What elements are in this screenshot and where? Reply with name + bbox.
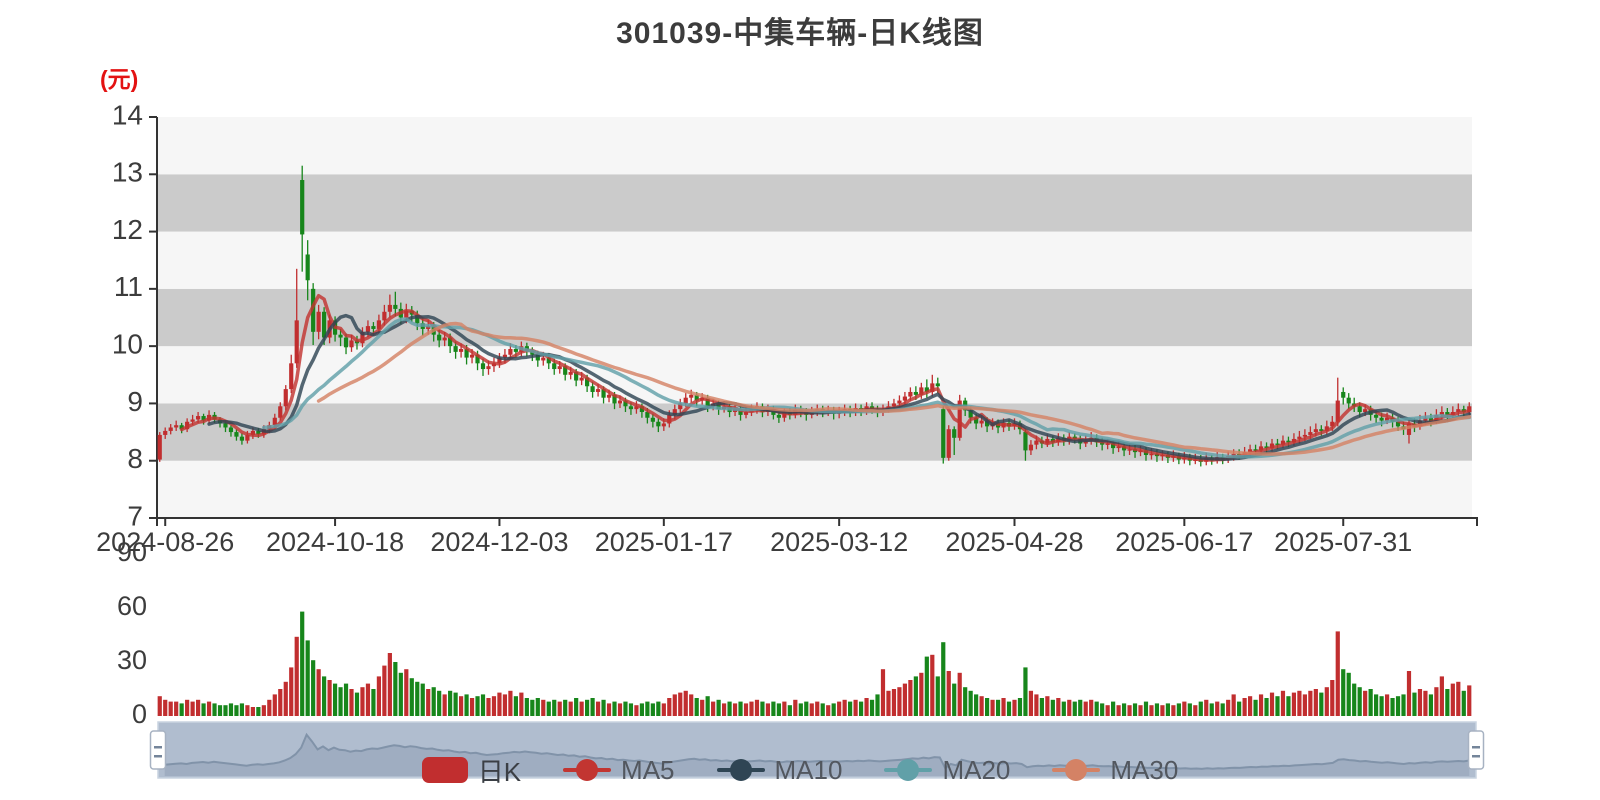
y-axis-tick-label: 14 [112,99,143,130]
price-unit-label: (元) [100,66,139,92]
volume-tick-label: 0 [132,699,147,729]
ma20-marker-icon [884,757,933,783]
datazoom-left-handle[interactable] [149,730,167,770]
ma30-marker-icon [1052,757,1101,783]
page-title: 301039-中集车辆-日K线图 [616,17,984,50]
x-axis-tick-label: 2025-01-17 [595,527,733,557]
legend-item-ma30[interactable]: MA30 [1052,755,1178,786]
legend-item-ma10[interactable]: MA10 [716,754,843,786]
price-grid-bands [157,117,1472,518]
x-axis-tick-label: 2025-06-17 [1115,527,1253,557]
y-axis-tick-label: 8 [127,443,143,474]
volume-tick-label: 60 [117,591,147,621]
y-axis-tick-label: 12 [112,214,143,245]
datazoom-slider[interactable] [149,721,1485,779]
volume-y-axis: 90 60 30 0 [117,537,147,729]
legend-label: 日K [477,756,522,787]
y-axis-tick-label: 9 [127,386,143,417]
y-axis-tick-label: 11 [114,271,143,302]
date-x-axis: 2024-08-26 2024-10-18 2024-12-03 2025-01-17… [96,517,1478,557]
x-axis-tick-label: 2024-10-18 [266,527,404,557]
x-axis-tick-label: 2024-12-03 [430,527,568,557]
legend-label: MA20 [942,754,1011,785]
x-axis-tick-label: 2024-08-26 [96,527,234,557]
legend-label: MA10 [774,754,843,785]
datazoom-preview-area [164,734,1470,776]
ma30-line [316,321,1472,456]
datazoom-preview-line [164,732,1470,770]
x-axis-tick-label: 2025-04-28 [945,527,1083,557]
datazoom-right-handle[interactable] [1467,730,1485,770]
ma10-marker-icon [716,757,765,783]
legend-item-ma20[interactable]: MA20 [884,755,1010,786]
daily-k-swatch-icon [421,757,468,783]
y-axis-tick-label: 7 [127,500,143,531]
y-axis-tick-label: 13 [112,157,143,188]
volume-tick-label: 30 [117,645,147,675]
volume-tick-label: 90 [117,537,147,567]
legend-label: MA30 [1110,754,1179,785]
legend-item-ma5[interactable]: MA5 [563,754,675,786]
volume-series [157,611,1472,716]
price-y-axis: 14 13 12 11 10 9 8 7 [112,99,158,531]
legend-label: MA5 [621,754,675,785]
chart-legend: 日K MA5 MA10 MA20 MA30 [0,750,1600,790]
x-axis-tick-label: 2025-03-12 [770,527,908,557]
legend-item-daily-k[interactable]: 日K [421,752,522,789]
x-axis-tick-label: 2025-07-31 [1274,527,1412,557]
y-axis-tick-label: 10 [112,329,143,360]
ma5-marker-icon [563,757,612,783]
